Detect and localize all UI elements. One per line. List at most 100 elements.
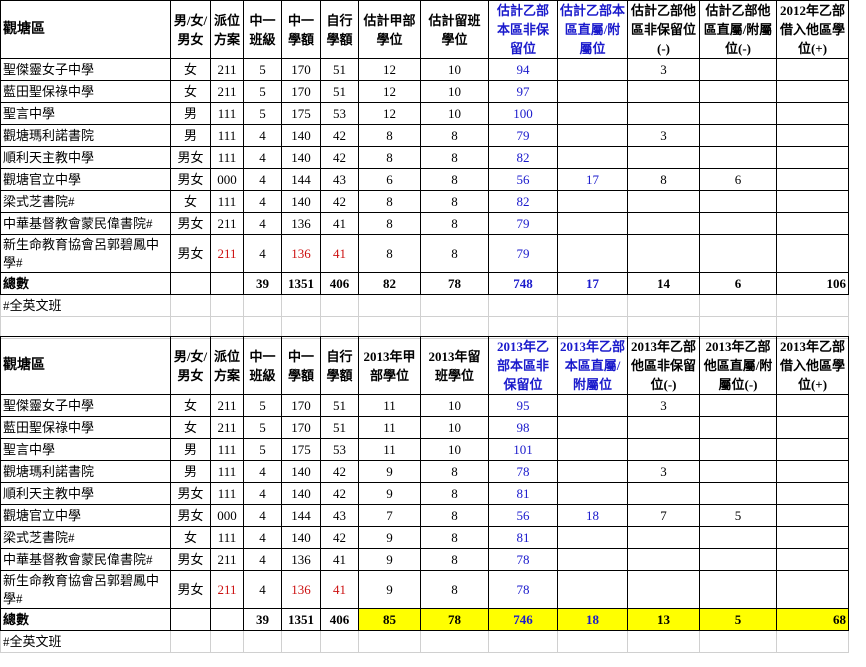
header-cell[interactable]: 估計留班學位 [420, 0, 489, 59]
data-cell[interactable] [699, 482, 777, 505]
empty-cell[interactable] [210, 294, 244, 317]
data-cell[interactable] [557, 212, 628, 235]
data-cell[interactable]: 5 [243, 438, 282, 461]
data-cell[interactable]: 8 [420, 124, 489, 147]
data-cell[interactable]: 8 [420, 548, 489, 571]
data-cell[interactable] [699, 102, 777, 125]
data-cell[interactable]: 111 [210, 102, 244, 125]
data-cell[interactable] [557, 482, 628, 505]
data-cell[interactable]: 4 [243, 482, 282, 505]
school-name-cell[interactable]: 觀塘瑪利諾書院 [0, 460, 171, 483]
header-cell[interactable]: 中一班級 [243, 336, 282, 395]
data-cell[interactable]: 175 [281, 102, 321, 125]
data-cell[interactable] [699, 394, 777, 417]
data-cell[interactable]: 5 [699, 504, 777, 527]
data-cell[interactable]: 4 [243, 570, 282, 609]
header-cell[interactable]: 估計乙部本區直屬/附屬位 [557, 0, 628, 59]
data-cell[interactable] [776, 570, 849, 609]
header-cell[interactable]: 男/女/男女 [170, 0, 211, 59]
header-cell[interactable]: 派位方案 [210, 336, 244, 395]
data-cell[interactable]: 211 [210, 416, 244, 439]
data-cell[interactable]: 78 [488, 570, 558, 609]
data-cell[interactable]: 78 [488, 460, 558, 483]
data-cell[interactable]: 10 [420, 58, 489, 81]
empty-cell[interactable] [420, 294, 489, 317]
data-cell[interactable]: 6 [358, 168, 421, 191]
total-cell[interactable] [170, 608, 211, 631]
data-cell[interactable]: 8 [420, 460, 489, 483]
data-cell[interactable] [557, 438, 628, 461]
footnote[interactable]: #全英文班 [0, 630, 171, 653]
data-cell[interactable]: 男女 [170, 212, 211, 235]
total-cell[interactable] [170, 272, 211, 295]
header-cell[interactable]: 派位方案 [210, 0, 244, 59]
data-cell[interactable] [557, 526, 628, 549]
data-cell[interactable]: 男女 [170, 168, 211, 191]
data-cell[interactable] [776, 212, 849, 235]
school-name-cell[interactable]: 觀塘官立中學 [0, 504, 171, 527]
data-cell[interactable] [557, 570, 628, 609]
total-cell[interactable]: 406 [320, 608, 359, 631]
data-cell[interactable]: 女 [170, 416, 211, 439]
data-cell[interactable]: 111 [210, 190, 244, 213]
data-cell[interactable] [776, 124, 849, 147]
data-cell[interactable]: 女 [170, 394, 211, 417]
data-cell[interactable]: 140 [281, 146, 321, 169]
data-cell[interactable]: 140 [281, 124, 321, 147]
data-cell[interactable] [557, 80, 628, 103]
data-cell[interactable] [776, 504, 849, 527]
data-cell[interactable]: 41 [320, 212, 359, 235]
school-name-cell[interactable]: 新生命教育協會呂郭碧鳳中學# [0, 570, 171, 609]
data-cell[interactable]: 211 [210, 570, 244, 609]
header-cell[interactable]: 觀塘區 [0, 336, 171, 395]
header-cell[interactable]: 中一學額 [281, 0, 321, 59]
data-cell[interactable] [776, 438, 849, 461]
total-cell[interactable]: 1351 [281, 272, 321, 295]
total-cell[interactable]: 17 [557, 272, 628, 295]
total-cell[interactable]: 5 [699, 608, 777, 631]
total-cell[interactable]: 14 [627, 272, 700, 295]
data-cell[interactable]: 8 [420, 526, 489, 549]
data-cell[interactable]: 56 [488, 504, 558, 527]
data-cell[interactable] [627, 234, 700, 273]
data-cell[interactable]: 8 [420, 234, 489, 273]
data-cell[interactable]: 10 [420, 438, 489, 461]
data-cell[interactable]: 9 [358, 526, 421, 549]
empty-cell[interactable] [776, 294, 849, 317]
data-cell[interactable]: 41 [320, 234, 359, 273]
total-cell[interactable]: 39 [243, 608, 282, 631]
data-cell[interactable] [776, 234, 849, 273]
total-cell[interactable]: 748 [488, 272, 558, 295]
data-cell[interactable] [557, 234, 628, 273]
data-cell[interactable]: 94 [488, 58, 558, 81]
data-cell[interactable]: 79 [488, 212, 558, 235]
data-cell[interactable]: 41 [320, 570, 359, 609]
data-cell[interactable] [557, 416, 628, 439]
header-cell[interactable]: 2012年乙部借入他區學位(+) [776, 0, 849, 59]
header-cell[interactable]: 自行學額 [320, 0, 359, 59]
data-cell[interactable]: 11 [358, 394, 421, 417]
data-cell[interactable]: 170 [281, 416, 321, 439]
data-cell[interactable]: 51 [320, 58, 359, 81]
data-cell[interactable] [776, 526, 849, 549]
header-cell[interactable]: 2013年乙部他區非保留位(-) [627, 336, 700, 395]
data-cell[interactable]: 9 [358, 482, 421, 505]
data-cell[interactable] [776, 102, 849, 125]
data-cell[interactable]: 11 [358, 416, 421, 439]
header-cell[interactable]: 中一班級 [243, 0, 282, 59]
data-cell[interactable]: 男 [170, 124, 211, 147]
total-cell[interactable]: 106 [776, 272, 849, 295]
data-cell[interactable]: 79 [488, 234, 558, 273]
data-cell[interactable]: 43 [320, 504, 359, 527]
data-cell[interactable]: 51 [320, 416, 359, 439]
empty-cell[interactable] [627, 630, 700, 653]
data-cell[interactable] [699, 124, 777, 147]
data-cell[interactable]: 211 [210, 212, 244, 235]
data-cell[interactable]: 12 [358, 58, 421, 81]
data-cell[interactable]: 4 [243, 168, 282, 191]
data-cell[interactable]: 9 [358, 460, 421, 483]
data-cell[interactable] [699, 234, 777, 273]
data-cell[interactable]: 男女 [170, 482, 211, 505]
data-cell[interactable]: 4 [243, 526, 282, 549]
data-cell[interactable]: 111 [210, 526, 244, 549]
